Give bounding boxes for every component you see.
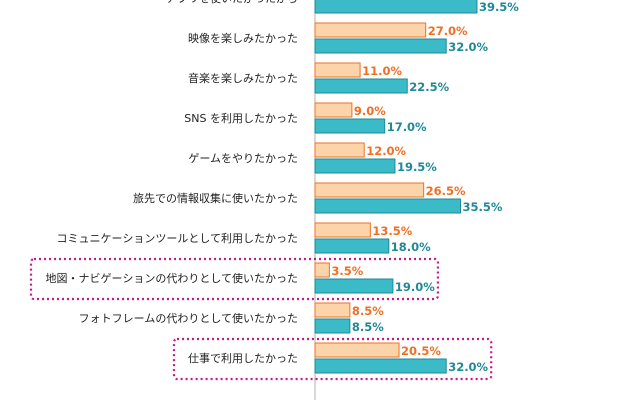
bar-series-2 [314,318,351,334]
chart-row: アプリを使いたかったから 39.5% [166,0,519,14]
bar-series-1 [314,62,361,78]
chart-row: 地図・ナビゲーションの代わりとして使いたかった 3.5% 19.0% [46,262,435,294]
data-label: 11.0% [362,64,402,78]
bar-series-1 [314,102,353,118]
bar-series-2 [314,278,394,294]
bar-series-2 [314,118,386,134]
highlight-frame [29,257,439,301]
chart-row: 旅先での情報収集に使いたかった 26.5% 35.5% [133,182,503,214]
data-label: 17.0% [387,120,427,134]
category-label: 音楽を楽しみたかった [188,71,298,85]
bar-series-1 [314,142,365,158]
chart-row: 映像を楽しみたかった 27.0% 32.0% [188,22,489,54]
chart-row: ゲームをやりたかった 12.0% 19.5% [188,142,437,174]
bar-series-2 [314,238,390,254]
data-label: 39.5% [479,0,519,14]
data-label: 20.5% [401,344,441,358]
highlight-frames [29,257,493,381]
data-label: 13.5% [372,224,412,238]
data-label: 22.5% [409,80,449,94]
chart-row: 音楽を楽しみたかった 11.0% 22.5% [188,62,450,94]
chart-row: コミュニケーションツールとして利用したかった 13.5% 18.0% [57,222,431,254]
category-label: 仕事で利用したかった [188,352,298,365]
data-label: 32.0% [448,360,488,374]
bar-series-1 [314,302,351,318]
data-label: 19.5% [397,160,437,174]
data-label: 35.5% [463,200,503,214]
chart-row: SNS を利用したかった 9.0%17.0% [184,102,427,134]
bar-series-2 [314,78,408,94]
data-label: 26.5% [426,184,466,198]
data-label: 12.0% [366,144,406,158]
highlight-frame [172,337,493,381]
bar-series-2 [314,198,462,214]
chart-row: フォトフレームの代わりとして使いたかった 8.5% 8.5% [79,302,384,334]
bar-series-1 [314,222,371,238]
bar-series-2 [314,158,396,174]
category-label: 旅先での情報収集に使いたかった [133,191,298,205]
bar-series-1 [314,22,427,38]
category-label: フォトフレームの代わりとして使いたかった [79,312,298,325]
category-label: アプリを使いたかったから [166,0,298,5]
data-label: 8.5% [352,304,384,318]
bar-series-1 [314,342,400,358]
category-label: 地図・ナビゲーションの代わりとして使いたかった [46,272,298,285]
bar-series-2 [314,358,447,374]
data-label: 9.0% [354,104,386,118]
data-label: 32.0% [448,40,488,54]
bar-series-1 [314,262,330,278]
data-label: 27.0% [428,24,468,38]
data-label: 8.5% [352,320,384,334]
bar-series-2 [314,38,447,54]
bar-series-2 [314,0,478,14]
category-label: 映像を楽しみたかった [188,32,298,45]
category-label: SNS を利用したかった [184,112,298,125]
category-label: ゲームをやりたかった [188,152,298,165]
data-label: 18.0% [391,240,431,254]
chart-row: 仕事で利用したかった 20.5% 32.0% [188,342,489,374]
data-label: 3.5% [331,264,363,278]
data-label: 19.0% [395,280,435,294]
chart-rows: アプリを使いたかったから 39.5% 映像を楽しみたかった 27.0% 32.0% 音楽を… [46,0,519,374]
category-label: コミュニケーションツールとして利用したかった [57,232,298,245]
bar-series-1 [314,182,425,198]
